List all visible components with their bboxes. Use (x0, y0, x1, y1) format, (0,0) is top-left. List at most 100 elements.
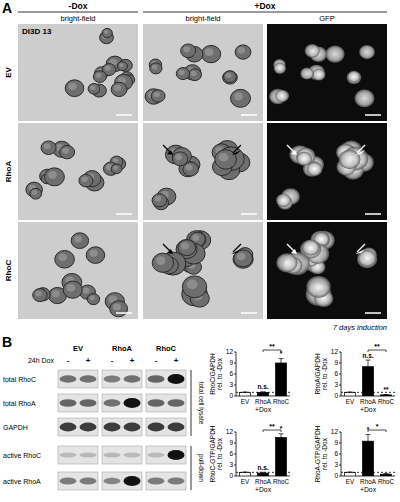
bar-chart: 036912RhoC/GAPDHrel. to -DoxEVRhoARhoC+D… (209, 343, 290, 413)
treatment-sign: - (111, 356, 114, 365)
y-tick (234, 363, 236, 364)
blot-band (168, 450, 185, 460)
blot-band (124, 423, 141, 432)
significance-label: * (376, 423, 379, 430)
y-tick (234, 352, 236, 353)
scale-bar (116, 312, 132, 314)
cell-highlight (62, 148, 69, 154)
cell-highlight (152, 65, 158, 70)
y-axis-label: RhoA-GTP/GAPDH (314, 425, 321, 482)
error-bar (279, 434, 284, 438)
y-tick (339, 352, 341, 353)
cell (201, 45, 220, 62)
y-tick (339, 443, 341, 444)
scale-bar (365, 114, 381, 116)
cell-highlight (219, 153, 229, 162)
significance-label: ** (383, 386, 389, 393)
y-tick-label: 9 (229, 439, 233, 446)
x-axis-label: +Dox (360, 486, 377, 493)
significance-label: n.s. (362, 352, 373, 359)
cell (111, 164, 122, 174)
cell-highlight (104, 30, 109, 34)
y-tick (339, 454, 341, 455)
blot-strip (58, 418, 98, 436)
blot-band (148, 478, 165, 485)
blot-band (80, 423, 97, 432)
cell (235, 45, 251, 59)
cell (87, 294, 99, 305)
y-tick-label: 0 (334, 392, 338, 399)
cell (44, 168, 64, 186)
gfp-cell (274, 63, 286, 74)
cell-highlight (90, 85, 95, 90)
cell (110, 301, 128, 317)
significance-label: n.s. (257, 464, 268, 471)
cell (65, 80, 84, 97)
cell-highlight (191, 71, 197, 76)
scale-bar (116, 213, 132, 215)
x-tick-label: RhoA (360, 398, 377, 405)
cell (102, 28, 112, 37)
image-background (267, 222, 387, 319)
cell-highlight (81, 176, 87, 182)
y-tick-label: 0 (334, 472, 338, 479)
treatment-sign: + (86, 356, 91, 365)
cell-highlight (175, 154, 182, 160)
significance-bracket (263, 350, 281, 352)
blot-strip (58, 394, 98, 412)
significance-label: ** (374, 343, 380, 350)
blot-band (124, 398, 141, 408)
cell (176, 68, 189, 80)
bar (381, 474, 392, 476)
y-tick (339, 385, 341, 386)
blot-band (60, 375, 77, 382)
plot-area (341, 360, 395, 396)
micrograph (18, 123, 138, 220)
blot-strip (146, 394, 186, 412)
row-label: RhoC (4, 260, 13, 282)
cell (71, 233, 88, 249)
blot-band (148, 399, 165, 407)
significance-label: ** (269, 343, 275, 350)
error-bar (366, 360, 371, 367)
scale-bar (241, 114, 257, 116)
scale-bar (365, 312, 381, 314)
bar-chart: 036912RhoC-GTP/GAPDHrel. to -DoxEVRhoARh… (209, 423, 290, 493)
reference-line (236, 392, 290, 393)
y-tick (339, 432, 341, 433)
arrow-head (167, 150, 173, 155)
cell-highlight (35, 291, 41, 297)
y-tick-label: 3 (334, 381, 338, 388)
y-tick (234, 432, 236, 433)
footnote: 7 days induction (333, 323, 387, 332)
x-axis-label: +Dox (255, 406, 272, 413)
image-background (143, 222, 263, 319)
y-tick-label: 12 (331, 428, 339, 435)
image-background (18, 222, 138, 319)
cell-highlight (234, 92, 243, 100)
gfp-cell (276, 194, 291, 207)
micrograph (267, 24, 387, 121)
x-tick-label: RhoC (273, 478, 290, 485)
treatment-sign: - (67, 356, 70, 365)
cell-highlight (226, 73, 232, 78)
plot-area (236, 359, 290, 396)
gfp-cell (347, 71, 360, 83)
scale-bar (241, 312, 257, 314)
cell (150, 63, 162, 74)
y-tick-label: 12 (226, 348, 234, 355)
cell-highlight (68, 83, 76, 90)
significance-label: * (367, 426, 370, 433)
bar (363, 367, 374, 396)
arrow-head (355, 249, 365, 254)
cell-highlight (238, 47, 245, 53)
blot-band (80, 452, 97, 457)
bar (240, 472, 251, 476)
y-tick (234, 374, 236, 375)
cell (30, 188, 42, 199)
column-header: -Dox (69, 1, 88, 11)
blot-band (104, 423, 121, 432)
y-tick (234, 443, 236, 444)
header-rule (18, 12, 138, 13)
cell (93, 71, 106, 83)
